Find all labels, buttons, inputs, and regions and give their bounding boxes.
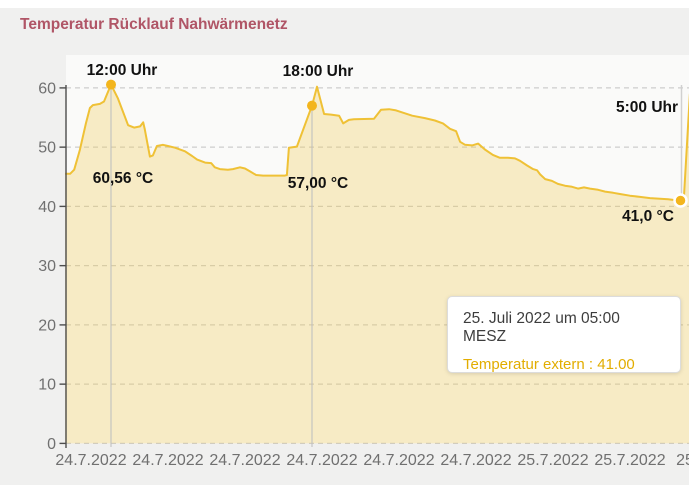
- y-tick-label: 30: [38, 258, 56, 275]
- top-strip: [0, 0, 689, 8]
- x-tick-label: 24.7.2022: [209, 452, 280, 469]
- x-tick-label: 24.7.2022: [440, 452, 511, 469]
- y-tick-label: 50: [38, 140, 56, 157]
- tooltip-value: Temperatur extern : 41.00: [463, 356, 635, 373]
- y-tick-label: 0: [47, 436, 56, 453]
- series-line: [65, 83, 689, 202]
- tooltip-date: 25. Juli 2022 um 05:00 MESZ: [463, 310, 620, 345]
- x-tick-label: 25.7.2022: [517, 452, 588, 469]
- y-tick-label: 10: [38, 377, 56, 394]
- x-tick-label: 24.7.2022: [286, 452, 357, 469]
- plot-background: [66, 55, 689, 444]
- y-tick-label: 60: [38, 80, 56, 97]
- annotations: 12:00 Uhr 60,56 °C 18:00 Uhr 57,00 °C 5:00 U…: [87, 62, 678, 225]
- x-tick-label: 25.7.2022: [594, 452, 665, 469]
- annotation-time-label: 5:00 Uhr: [616, 99, 678, 116]
- marker-05-00-active[interactable]: [673, 193, 688, 208]
- marker-18-00[interactable]: [307, 100, 317, 111]
- x-tick-label: 24.7.2022: [363, 452, 434, 469]
- annotation-value-label: 41,0 °C: [622, 208, 674, 225]
- marker-12-00[interactable]: [106, 79, 116, 90]
- annotation-value-label: 57,00 °C: [288, 175, 349, 192]
- y-tick-label: 40: [38, 199, 56, 216]
- annotation-value-label: 60,56 °C: [93, 170, 154, 187]
- chart-tooltip: 25. Juli 2022 um 05:00 MESZ Temperatur e…: [447, 296, 681, 373]
- x-tick-label: 24.7.2022: [132, 452, 203, 469]
- annotation-lines: [110, 85, 683, 447]
- x-tick-label: 25: [676, 452, 689, 469]
- chart-title: Temperatur Rücklauf Nahwärmenetz: [20, 16, 288, 33]
- y-tick-label: 20: [38, 317, 56, 334]
- x-tick-label: 24.7.2022: [55, 452, 126, 469]
- annotation-time-label: 12:00 Uhr: [87, 62, 158, 79]
- x-axis: 24.7.2022 24.7.2022 24.7.2022 24.7.2022 24.7…: [55, 452, 689, 469]
- y-axis: 0 10 20 30 40 50 60: [38, 80, 67, 453]
- annotation-time-label: 18:00 Uhr: [283, 63, 354, 80]
